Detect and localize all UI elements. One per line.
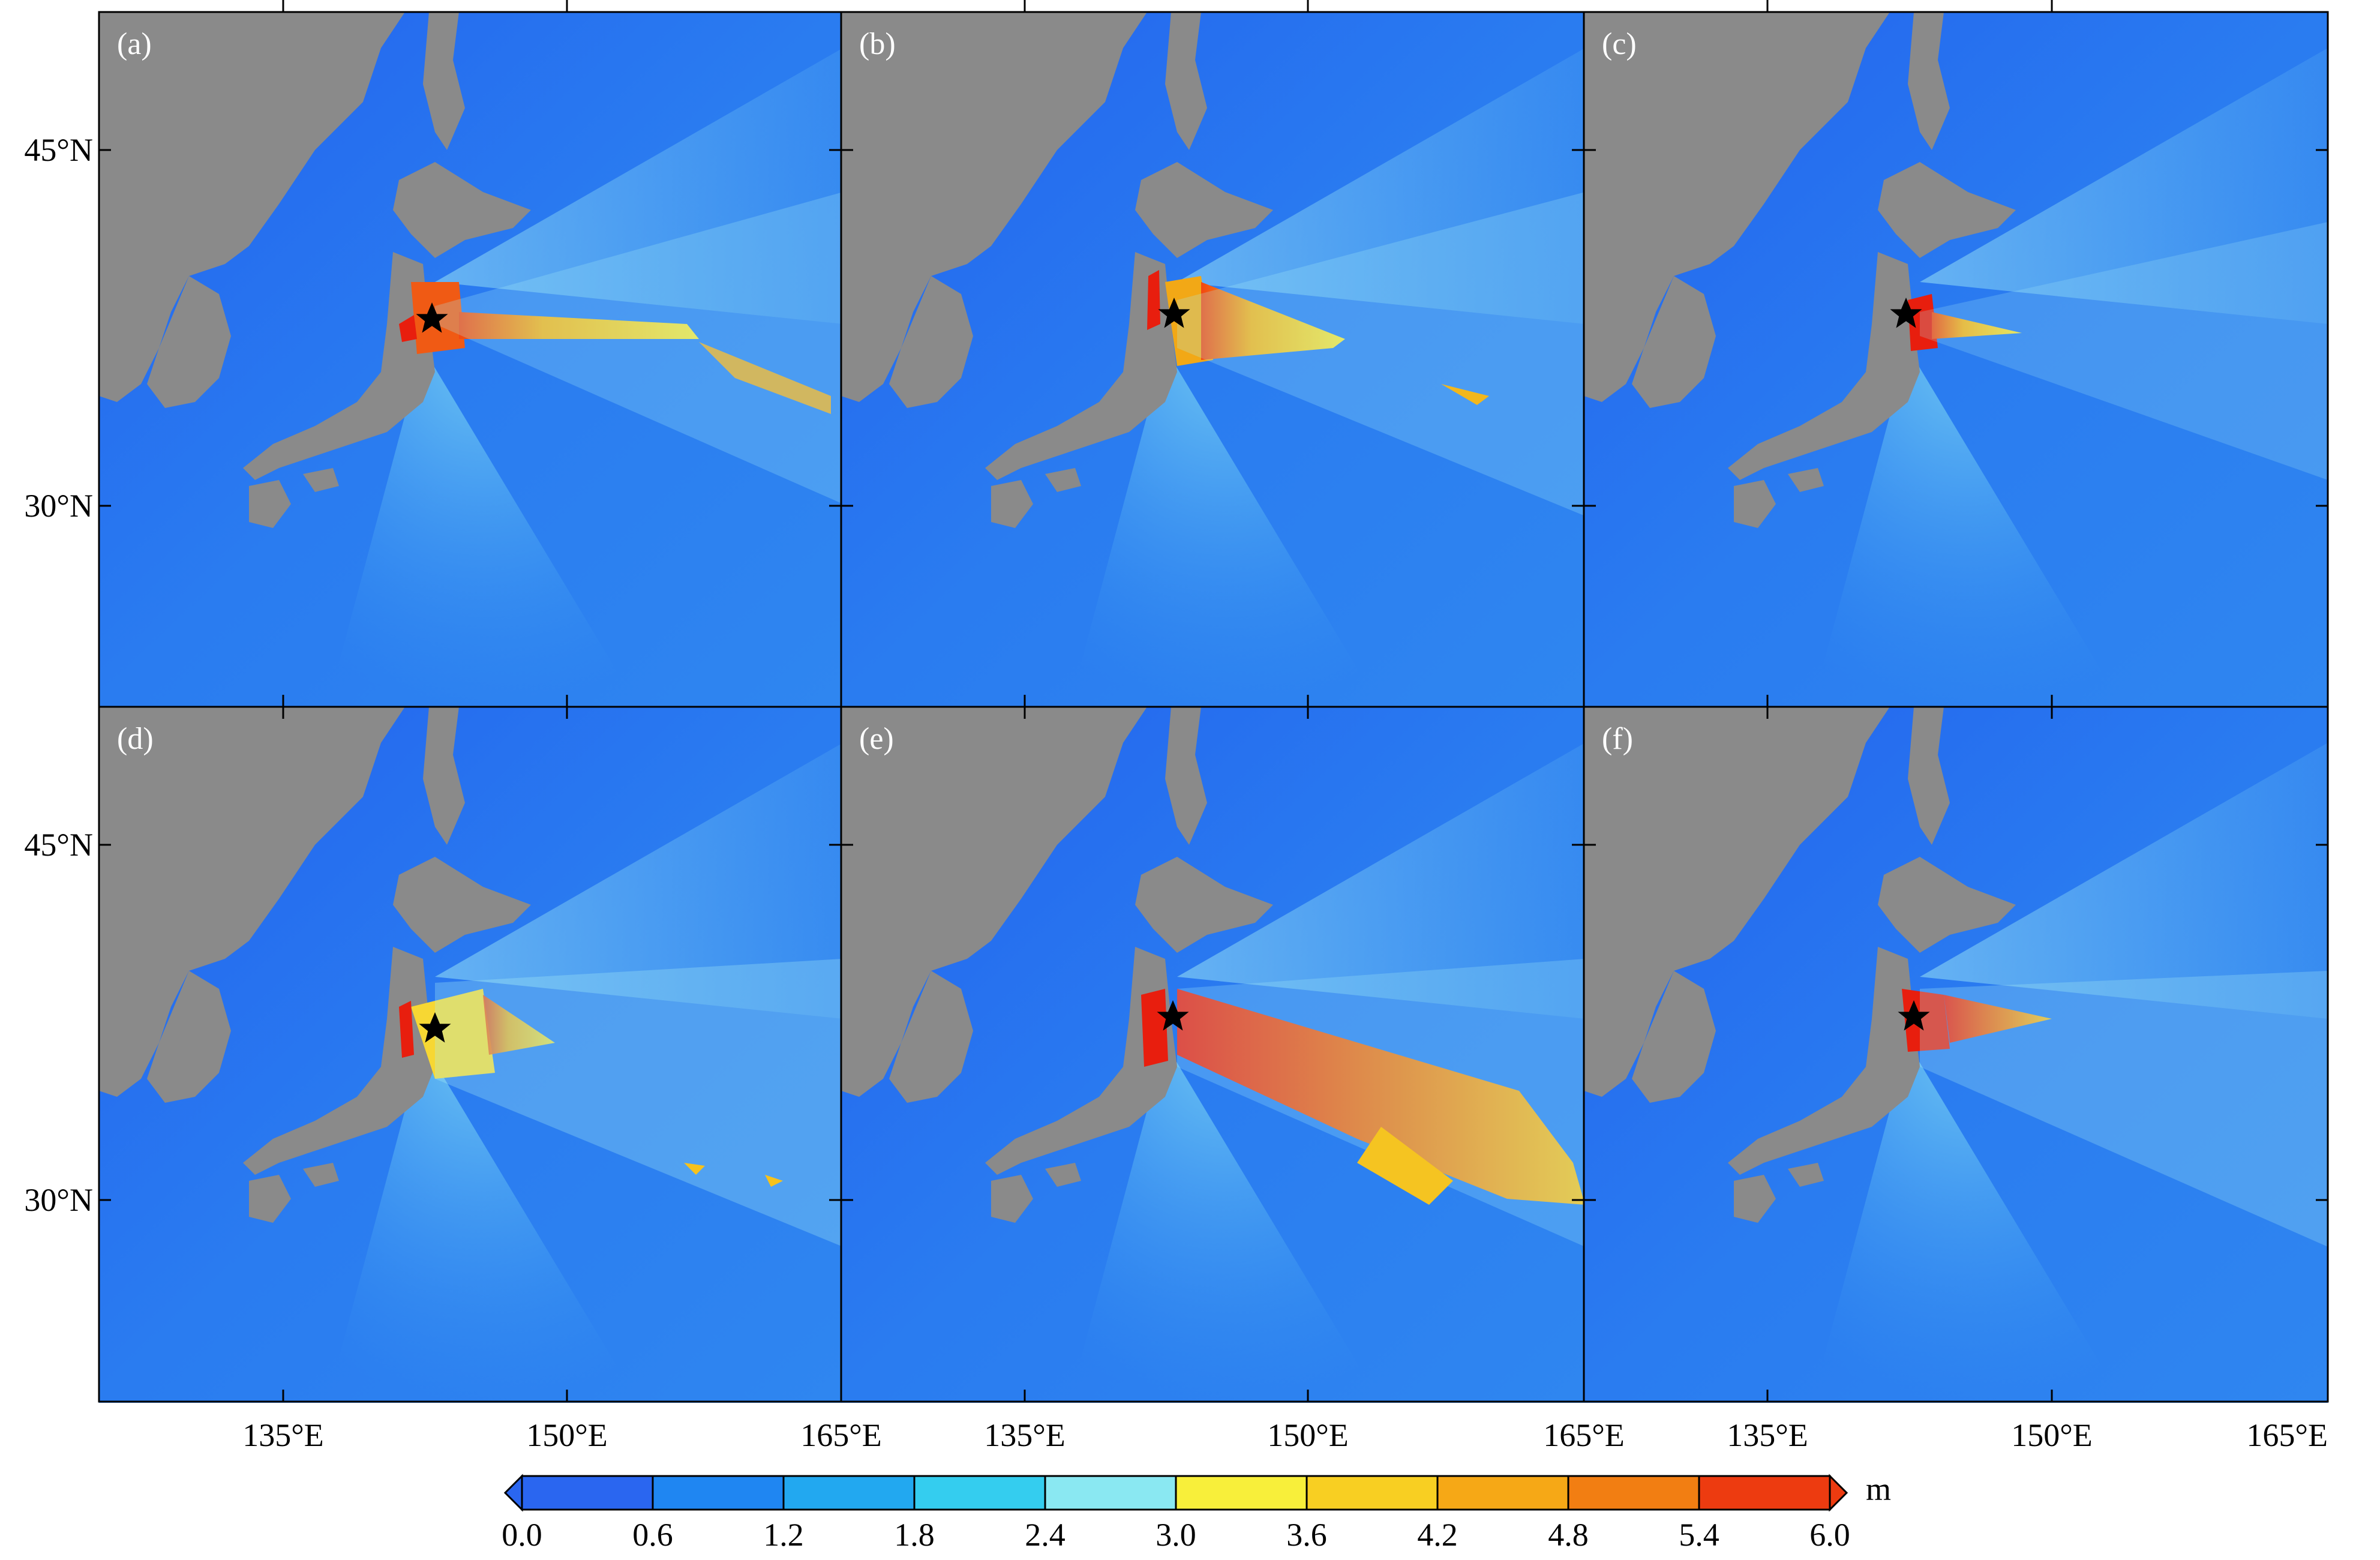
colorbar-arrow-low: [503, 1474, 523, 1512]
lon-label-165-a: 165°E: [800, 1417, 882, 1453]
epicenter-star-d: [419, 1012, 451, 1043]
lat-label-30-bottom: 30°N: [24, 1182, 93, 1218]
panel-label-c: (c): [1602, 27, 1637, 61]
lon-label-150-c: 150°E: [2011, 1417, 2093, 1453]
panel-label-b: (b): [859, 27, 896, 61]
panel-a: [99, 12, 843, 708]
epicenter-star-f: [1898, 1000, 1930, 1031]
lon-label-150-b: 150°E: [1267, 1417, 1349, 1453]
colorbar-tick-label: 3.0: [1156, 1517, 1196, 1553]
lon-label-165-c: 165°E: [2246, 1417, 2328, 1453]
colorbar-segment: [521, 1475, 654, 1511]
colorbar-tick-label: 4.8: [1548, 1517, 1589, 1553]
panel-label-e: (e): [859, 722, 894, 756]
lon-label-135-b: 135°E: [984, 1417, 1066, 1453]
colorbar: 0.0 0.6 1.2 1.8 2.4 3.0 3.6 4.2 4.8 5.4 6.0: [502, 1474, 1850, 1553]
axis-ticks: [99, 0, 2328, 1402]
colorbar-segment: [913, 1475, 1046, 1511]
panel-label-d: (d): [117, 722, 154, 756]
colorbar-tick-label: 1.8: [894, 1517, 935, 1553]
colorbar-tick-label: 1.2: [763, 1517, 804, 1553]
epicenter-star-c: [1890, 298, 1922, 328]
panel-e: [841, 707, 1585, 1403]
lon-label-135-c: 135°E: [1727, 1417, 1808, 1453]
lon-label-150-a: 150°E: [526, 1417, 608, 1453]
longitude-labels: 135°E 150°E 165°E 135°E 150°E 165°E 135°…: [242, 1417, 2328, 1453]
epicenter-star-a: [416, 302, 448, 333]
lat-label-30-top: 30°N: [24, 488, 93, 524]
colorbar-tick-label: 5.4: [1679, 1517, 1719, 1553]
colorbar-tick-label: 0.0: [502, 1517, 542, 1553]
colorbar-segment: [1044, 1475, 1177, 1511]
colorbar-segment: [652, 1475, 785, 1511]
lon-label-135-a: 135°E: [242, 1417, 324, 1453]
colorbar-segment: [1305, 1475, 1439, 1511]
colorbar-segment: [1567, 1475, 1700, 1511]
colorbar-segment: [1436, 1475, 1569, 1511]
colorbar-tick-label: 4.2: [1417, 1517, 1458, 1553]
colorbar-arrow-high: [1829, 1474, 1848, 1512]
panel-frames: [98, 11, 2329, 1403]
colorbar-tick-label: 2.4: [1025, 1517, 1066, 1553]
colorbar-segment: [782, 1475, 916, 1511]
panel-f: [1584, 707, 2328, 1403]
colorbar-segment: [1698, 1475, 1831, 1511]
colorbar-unit: m: [1866, 1471, 1891, 1507]
lat-label-45-top: 45°N: [24, 132, 93, 168]
epicenter-star-b: [1158, 298, 1190, 328]
panel-label-f: (f): [1602, 722, 1633, 756]
panel-c: [1584, 12, 2328, 708]
panel-b: [841, 12, 1585, 708]
panel-label-a: (a): [117, 27, 152, 61]
epicenter-star-e: [1157, 1000, 1189, 1031]
colorbar-tick-label: 3.6: [1286, 1517, 1327, 1553]
lat-label-45-bottom: 45°N: [24, 827, 93, 863]
lon-label-165-b: 165°E: [1543, 1417, 1625, 1453]
panel-labels: (a) (b) (c) (d) (e) (f): [117, 27, 1637, 756]
colorbar-tick-label: 0.6: [632, 1517, 673, 1553]
colorbar-segment: [1175, 1475, 1308, 1511]
panel-d: [99, 707, 843, 1403]
colorbar-tick-label: 6.0: [1809, 1517, 1850, 1553]
latitude-labels: 45°N 30°N 45°N 30°N: [24, 132, 93, 1218]
